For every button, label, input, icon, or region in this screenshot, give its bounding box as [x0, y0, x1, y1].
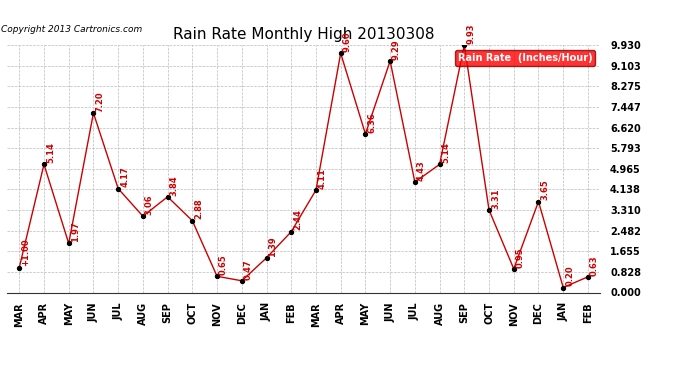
Point — [484, 207, 495, 213]
Point — [236, 278, 247, 284]
Point — [286, 229, 297, 235]
Text: 7.20: 7.20 — [95, 91, 104, 112]
Text: 9.60: 9.60 — [343, 32, 352, 52]
Point — [459, 42, 470, 48]
Point — [212, 273, 223, 279]
Text: 0.63: 0.63 — [590, 255, 599, 276]
Text: 3.65: 3.65 — [540, 180, 549, 200]
Text: 3.84: 3.84 — [170, 175, 179, 195]
Point — [384, 58, 395, 64]
Text: 4.17: 4.17 — [120, 166, 129, 188]
Text: 6.36: 6.36 — [367, 112, 376, 133]
Point — [88, 110, 99, 116]
Point — [533, 198, 544, 204]
Text: 0.47: 0.47 — [244, 259, 253, 279]
Text: 1.97: 1.97 — [70, 222, 79, 242]
Legend: Rain Rate  (Inches/Hour): Rain Rate (Inches/Hour) — [455, 50, 595, 66]
Text: 5.14: 5.14 — [46, 142, 55, 163]
Point — [187, 218, 198, 224]
Text: 5.14: 5.14 — [442, 142, 451, 163]
Point — [63, 240, 75, 246]
Point — [14, 265, 25, 271]
Text: 2.44: 2.44 — [293, 210, 302, 231]
Text: 1.39: 1.39 — [268, 236, 277, 256]
Point — [112, 186, 124, 192]
Text: 0.95: 0.95 — [515, 247, 524, 268]
Point — [261, 255, 272, 261]
Text: 4.11: 4.11 — [318, 168, 327, 189]
Text: Copyright 2013 Cartronics.com: Copyright 2013 Cartronics.com — [1, 25, 142, 34]
Text: 9.29: 9.29 — [392, 39, 401, 60]
Point — [360, 131, 371, 137]
Point — [434, 161, 445, 167]
Point — [509, 266, 520, 272]
Text: 0.65: 0.65 — [219, 254, 228, 275]
Text: 4.43: 4.43 — [417, 160, 426, 181]
Point — [335, 50, 346, 56]
Text: 2.88: 2.88 — [195, 199, 204, 219]
Text: 3.06: 3.06 — [145, 194, 154, 215]
Point — [409, 179, 420, 185]
Text: +1.00: +1.00 — [21, 239, 30, 266]
Point — [39, 161, 50, 167]
Point — [162, 194, 173, 200]
Text: 0.20: 0.20 — [565, 266, 574, 286]
Point — [582, 274, 593, 280]
Text: 3.31: 3.31 — [491, 188, 500, 209]
Point — [310, 187, 322, 193]
Text: 9.93: 9.93 — [466, 23, 475, 44]
Title: Rain Rate Monthly High 20130308: Rain Rate Monthly High 20130308 — [173, 27, 434, 42]
Point — [558, 285, 569, 291]
Point — [137, 213, 148, 219]
